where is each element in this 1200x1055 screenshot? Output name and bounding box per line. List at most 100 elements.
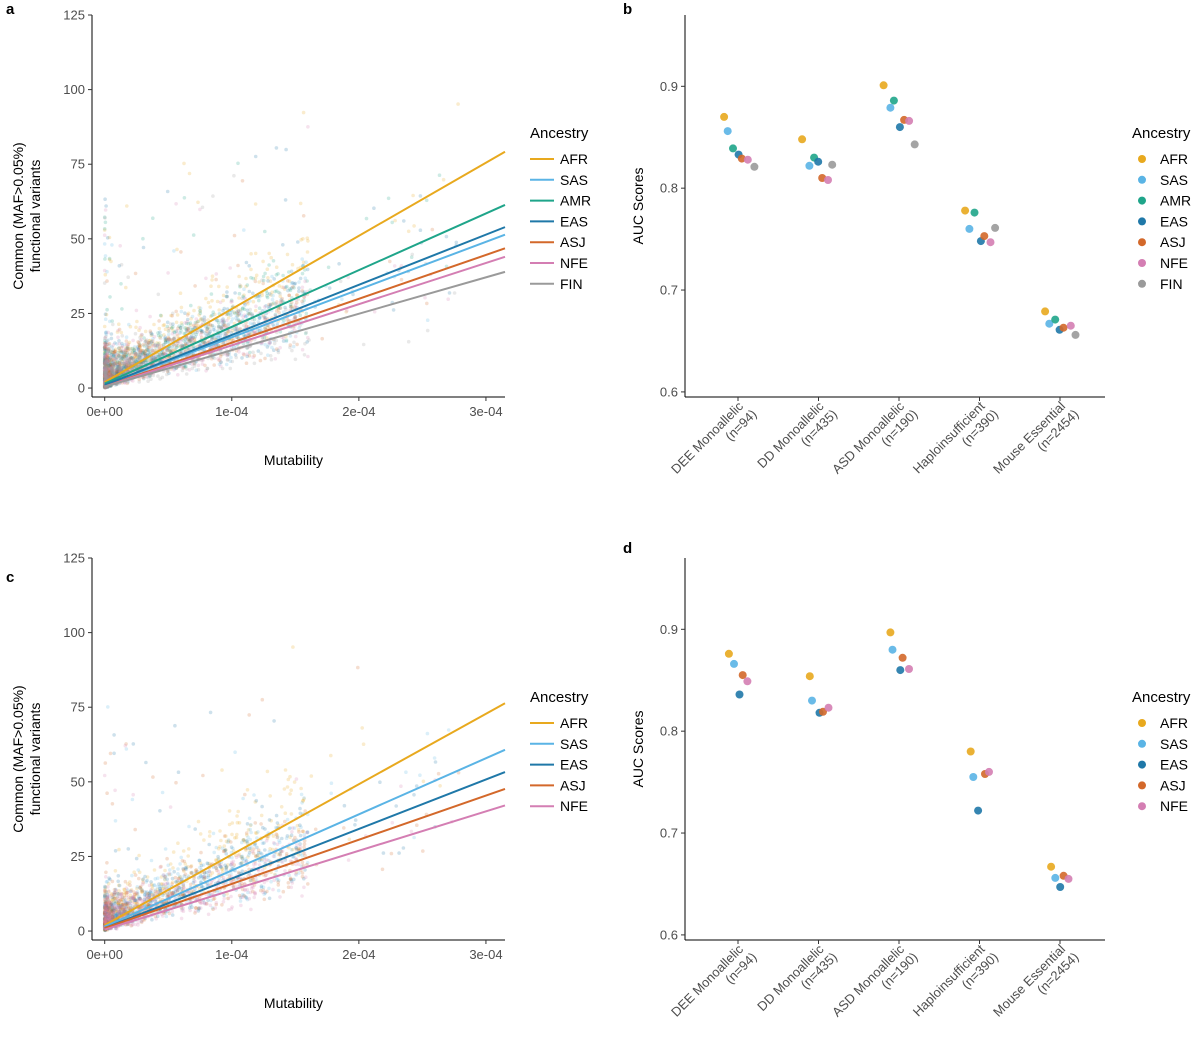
legend-label-eas: EAS — [1160, 213, 1188, 229]
point-nfe — [291, 826, 295, 830]
point-afr — [246, 788, 250, 792]
point-afr — [288, 792, 292, 796]
point-sas — [165, 915, 169, 919]
point-nfe — [216, 357, 220, 361]
point-sas — [239, 899, 243, 903]
point-afr — [230, 833, 234, 837]
point-asj — [212, 363, 216, 367]
point-asj — [425, 302, 429, 306]
point-asj — [300, 300, 304, 304]
point-sas — [168, 868, 172, 872]
point-afr — [135, 320, 139, 324]
point-nfe — [297, 863, 301, 867]
point-eas — [284, 148, 288, 152]
point-eas — [110, 332, 114, 336]
point-eas — [245, 261, 249, 265]
point-asj — [254, 821, 258, 825]
point-sas — [215, 846, 219, 850]
point-nfe — [124, 744, 128, 748]
point-eas — [394, 804, 398, 808]
panel-label-a: a — [6, 1, 15, 18]
point-asj — [229, 840, 233, 844]
point-afr — [275, 265, 279, 269]
point-sas — [412, 836, 416, 840]
point-asj — [342, 826, 346, 830]
point-nfe — [113, 789, 117, 793]
fit-line-amr — [105, 205, 505, 384]
point-afr — [301, 237, 305, 241]
legend-label-asj: ASJ — [1160, 234, 1186, 250]
point-afr — [210, 299, 214, 303]
point-amr — [210, 292, 214, 296]
auc-point-eas — [896, 123, 904, 131]
point-nfe — [294, 303, 298, 307]
point-nfe — [116, 336, 120, 340]
point-asj — [245, 831, 249, 835]
y-tick-label: 0.7 — [660, 283, 678, 298]
point-afr — [186, 854, 190, 858]
legend-key-asj — [1138, 238, 1146, 246]
point-afr — [284, 768, 288, 772]
point-nfe — [131, 339, 135, 343]
point-nfe — [172, 368, 176, 372]
point-asj — [261, 698, 265, 702]
point-fin — [185, 367, 189, 371]
point-fin — [294, 358, 298, 362]
point-asj — [165, 857, 169, 861]
point-sas — [212, 851, 216, 855]
point-amr — [192, 233, 196, 237]
point-afr — [266, 267, 270, 271]
point-fin — [206, 367, 210, 371]
x-tick-label: 0e+00 — [86, 404, 123, 419]
point-sas — [256, 830, 260, 834]
point-fin — [219, 360, 223, 364]
point-afr — [225, 285, 229, 289]
point-sas — [252, 793, 256, 797]
point-nfe — [276, 842, 280, 846]
point-asj — [263, 357, 267, 361]
point-afr — [289, 788, 293, 792]
point-eas — [225, 290, 229, 294]
point-asj — [199, 851, 203, 855]
point-nfe — [295, 843, 299, 847]
point-fin — [303, 353, 307, 357]
point-fin — [133, 348, 137, 352]
point-eas — [286, 289, 290, 293]
point-asj — [267, 303, 271, 307]
point-nfe — [249, 908, 253, 912]
point-eas — [397, 851, 401, 855]
point-afr — [176, 313, 180, 317]
point-asj — [254, 280, 258, 284]
point-afr — [120, 331, 124, 335]
point-nfe — [261, 890, 265, 894]
point-sas — [242, 228, 246, 232]
point-fin — [238, 283, 242, 287]
point-nfe — [219, 301, 223, 305]
point-fin — [145, 349, 149, 353]
point-asj — [245, 361, 249, 365]
point-afr — [235, 814, 239, 818]
point-nfe — [263, 317, 267, 321]
point-sas — [180, 310, 184, 314]
point-fin — [207, 332, 211, 336]
point-sas — [287, 873, 291, 877]
point-afr — [199, 832, 203, 836]
point-eas — [112, 752, 116, 756]
point-asj — [254, 854, 258, 858]
point-afr — [306, 239, 310, 243]
point-eas — [402, 846, 406, 850]
point-eas — [298, 823, 302, 827]
legend-label-nfe: NFE — [560, 255, 588, 271]
point-afr — [208, 830, 212, 834]
point-fin — [159, 337, 163, 341]
point-eas — [372, 206, 376, 210]
point-afr — [144, 330, 148, 334]
point-afr — [211, 274, 215, 278]
point-nfe — [302, 886, 306, 890]
point-amr — [110, 319, 114, 323]
point-asj — [275, 832, 279, 836]
point-fin — [269, 354, 273, 358]
point-fin — [109, 350, 113, 354]
point-afr — [438, 784, 442, 788]
